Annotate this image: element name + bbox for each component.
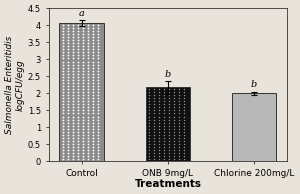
Text: b: b <box>165 70 171 79</box>
Bar <box>59 23 104 161</box>
Y-axis label: Salmonella Enteritidis
logCFU/egg: Salmonella Enteritidis logCFU/egg <box>5 36 25 134</box>
Bar <box>146 87 190 161</box>
Text: b: b <box>251 81 257 89</box>
Bar <box>232 93 277 161</box>
Text: a: a <box>79 9 85 17</box>
X-axis label: Treatments: Treatments <box>134 179 202 189</box>
